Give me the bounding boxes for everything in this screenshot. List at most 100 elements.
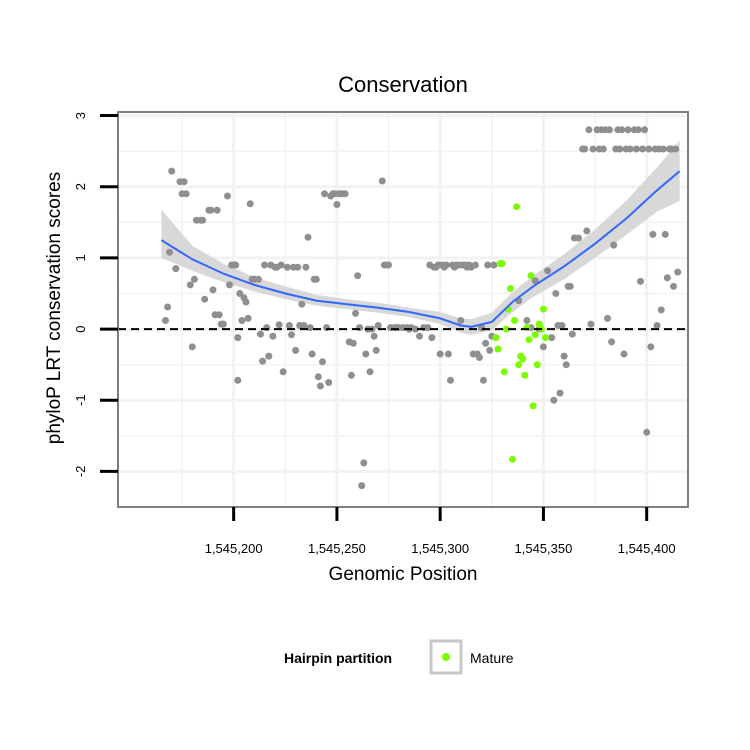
x-tick-label: 1,545,350 xyxy=(515,541,573,556)
other-point xyxy=(378,177,386,185)
other-point xyxy=(416,332,423,340)
other-point xyxy=(618,126,626,134)
other-point xyxy=(475,354,483,361)
other-point xyxy=(242,298,250,306)
other-point xyxy=(484,261,492,269)
other-point xyxy=(285,322,293,329)
other-point xyxy=(300,322,308,329)
x-tick-label: 1,545,300 xyxy=(411,541,469,556)
other-point xyxy=(436,350,444,358)
other-point xyxy=(653,322,661,329)
other-point xyxy=(182,190,190,198)
other-point xyxy=(544,267,552,275)
other-point xyxy=(298,300,306,308)
y-tick-label: -2 xyxy=(73,466,88,478)
other-point xyxy=(548,334,556,342)
other-point xyxy=(657,306,665,314)
mature-point xyxy=(531,331,539,339)
other-point xyxy=(637,277,644,285)
other-point xyxy=(358,482,366,490)
other-point xyxy=(370,332,378,340)
other-point xyxy=(480,376,487,384)
mature-point xyxy=(492,334,500,342)
other-point xyxy=(599,145,607,153)
other-point xyxy=(639,145,647,153)
x-axis-label: Genomic Position xyxy=(329,564,478,585)
other-point xyxy=(314,373,322,381)
other-point xyxy=(411,325,419,333)
mature-point xyxy=(521,371,529,379)
other-point xyxy=(362,350,370,358)
x-axis: 1,545,200 1,545,250 1,545,300 1,545,350 1,54… xyxy=(205,507,676,556)
other-point xyxy=(236,290,244,297)
other-point xyxy=(632,145,640,153)
other-point xyxy=(201,295,209,303)
other-point xyxy=(471,261,479,269)
other-point xyxy=(277,261,285,269)
other-point xyxy=(661,230,669,238)
other-point xyxy=(275,321,283,329)
plot-panel-border xyxy=(117,111,689,508)
other-point xyxy=(269,332,277,340)
mature-point xyxy=(542,334,549,342)
other-point xyxy=(482,339,490,347)
y-axis: -2 -1 0 1 2 3 xyxy=(73,112,118,477)
other-point xyxy=(199,216,207,224)
other-point xyxy=(641,126,649,134)
other-point xyxy=(620,350,628,358)
other-point xyxy=(279,368,287,376)
other-point xyxy=(246,200,254,208)
legend-mature-marker xyxy=(442,653,450,661)
other-point xyxy=(566,282,574,290)
mature-point xyxy=(513,203,521,211)
other-point xyxy=(581,145,589,153)
other-point xyxy=(190,275,198,283)
other-point xyxy=(645,145,653,153)
other-point xyxy=(649,230,657,238)
other-point xyxy=(556,389,564,397)
mature-point xyxy=(509,455,516,463)
mature-point xyxy=(500,368,508,376)
other-point xyxy=(238,317,246,324)
mature-point xyxy=(515,361,523,369)
other-point xyxy=(360,459,368,467)
other-point xyxy=(447,376,454,384)
mature-point xyxy=(511,317,518,324)
other-point xyxy=(670,282,677,290)
other-point xyxy=(254,275,262,283)
other-point xyxy=(319,358,326,366)
other-point xyxy=(213,206,221,214)
other-point xyxy=(215,311,223,319)
other-point xyxy=(321,190,328,198)
other-point xyxy=(568,330,576,338)
other-point xyxy=(585,126,593,134)
other-point xyxy=(316,382,324,390)
other-point xyxy=(606,126,613,134)
other-point xyxy=(608,338,616,346)
other-point xyxy=(188,343,196,351)
other-point xyxy=(209,286,217,294)
other-point xyxy=(306,324,314,332)
other-point xyxy=(354,272,362,280)
other-point xyxy=(610,241,618,249)
other-point xyxy=(385,261,392,269)
other-point xyxy=(164,303,172,311)
other-point xyxy=(219,320,227,328)
other-point xyxy=(587,320,595,328)
other-point xyxy=(523,317,531,324)
other-point xyxy=(552,290,560,297)
other-point xyxy=(294,263,302,271)
other-point xyxy=(616,145,624,153)
other-point xyxy=(283,263,291,271)
other-point xyxy=(180,178,188,186)
other-point xyxy=(674,268,682,276)
other-point xyxy=(261,261,269,269)
mature-point xyxy=(527,272,535,280)
other-point xyxy=(663,274,671,282)
other-point xyxy=(539,343,547,351)
other-point xyxy=(366,368,374,376)
other-point xyxy=(166,248,174,256)
other-point xyxy=(259,357,267,365)
legend-key-box xyxy=(429,639,463,675)
